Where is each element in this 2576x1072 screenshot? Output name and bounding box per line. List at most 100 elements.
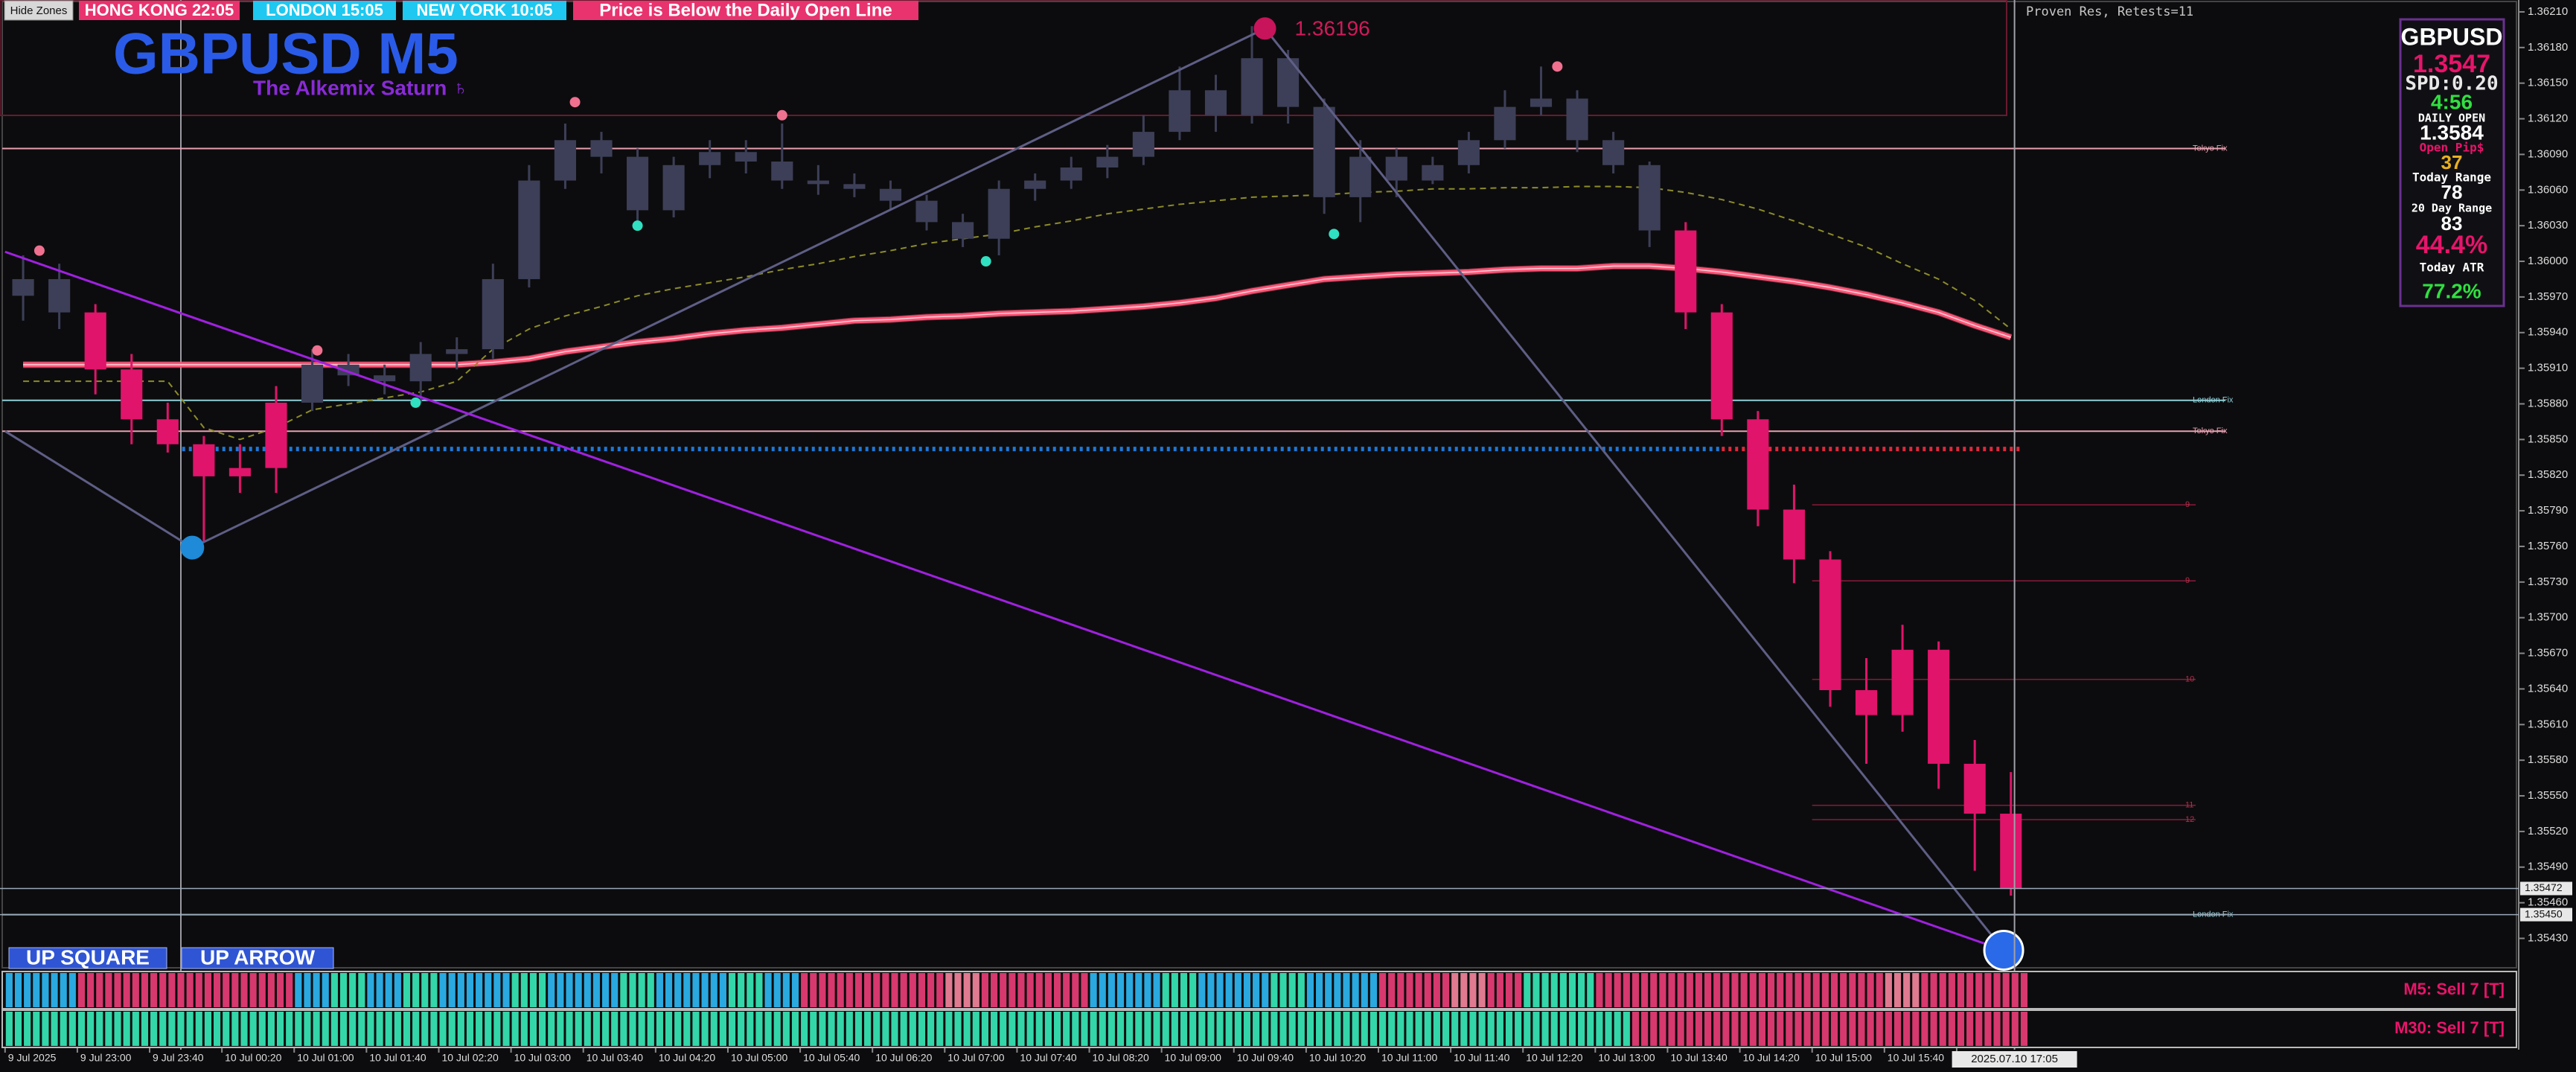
strip-bar bbox=[548, 973, 555, 1007]
hide-zones-label[interactable]: Hide Zones bbox=[10, 4, 68, 17]
button-label[interactable]: UP SQUARE bbox=[26, 945, 150, 969]
strip-bar bbox=[1541, 973, 1549, 1007]
strip-bar bbox=[114, 1012, 121, 1046]
strip-bar bbox=[123, 973, 130, 1007]
strip-bar bbox=[1659, 973, 1666, 1007]
y-tick-label: 1.35970 bbox=[2528, 290, 2568, 303]
signal-dot bbox=[1552, 61, 1563, 72]
strip-bar bbox=[1189, 1012, 1197, 1046]
strip-bar bbox=[882, 1012, 889, 1046]
fib-label: 12 bbox=[2185, 815, 2194, 824]
strip-bar bbox=[1939, 973, 1946, 1007]
candle-body bbox=[590, 140, 613, 157]
strip-bar bbox=[1966, 973, 1974, 1007]
strip-bar bbox=[954, 1012, 962, 1046]
strip-bar bbox=[1858, 973, 1865, 1007]
strip-bar bbox=[186, 973, 194, 1007]
strip-bar bbox=[620, 973, 627, 1007]
x-tick-label: 10 Jul 13:40 bbox=[1670, 1052, 1727, 1064]
strip-bar bbox=[132, 973, 139, 1007]
strip-bar bbox=[1352, 973, 1359, 1007]
strip-bar bbox=[1279, 973, 1287, 1007]
strip-bar bbox=[51, 973, 58, 1007]
strip-bar bbox=[1035, 973, 1043, 1007]
strip-bar bbox=[339, 1012, 348, 1046]
strip-bar bbox=[638, 1012, 645, 1046]
strip-bar bbox=[304, 1012, 311, 1046]
strip-bar bbox=[60, 973, 67, 1007]
candle-body bbox=[1530, 98, 1553, 107]
strip-bar bbox=[1948, 1012, 1955, 1046]
strip-bar bbox=[412, 973, 420, 1007]
button-label[interactable]: UP ARROW bbox=[200, 945, 316, 969]
strip-bar bbox=[24, 1012, 31, 1046]
strip-bar bbox=[1171, 973, 1178, 1007]
strip-bar bbox=[611, 973, 619, 1007]
strip-bar bbox=[584, 1012, 591, 1046]
open-pips: 37 bbox=[2441, 151, 2463, 173]
hide-zones-button[interactable] bbox=[4, 0, 74, 21]
candle-body bbox=[409, 354, 432, 382]
strip-bar bbox=[1893, 973, 1902, 1007]
strip-bar bbox=[755, 973, 763, 1007]
strip-bar bbox=[1207, 1012, 1215, 1046]
candle-body bbox=[265, 402, 287, 468]
candle-body bbox=[518, 180, 540, 279]
strip-bar bbox=[539, 973, 546, 1007]
strip-bar bbox=[1026, 973, 1034, 1007]
strip-bar bbox=[647, 973, 654, 1007]
x-tick-label: 10 Jul 05:40 bbox=[803, 1052, 860, 1064]
strip-bar bbox=[1000, 1012, 1007, 1046]
strip-bar bbox=[2020, 1012, 2028, 1046]
strip-bar bbox=[1921, 973, 1928, 1007]
session-label: NEW YORK 10:05 bbox=[417, 1, 553, 19]
y-tick-label: 1.35580 bbox=[2528, 753, 2568, 766]
strip-bar bbox=[1343, 1012, 1350, 1046]
strip-bar bbox=[403, 973, 411, 1007]
candle-body bbox=[1385, 156, 1407, 181]
timer: 4:56 bbox=[2431, 90, 2473, 113]
x-tick-label: 10 Jul 07:40 bbox=[1020, 1052, 1076, 1064]
strip-bar bbox=[1216, 973, 1224, 1007]
strip-bar bbox=[1786, 1012, 1793, 1046]
strip-bar bbox=[1253, 1012, 1260, 1046]
strip-bar bbox=[1559, 973, 1567, 1007]
strip-bar bbox=[385, 1012, 392, 1046]
strip-bar bbox=[1840, 973, 1847, 1007]
strip-bar bbox=[33, 1012, 40, 1046]
fib-label: 9 bbox=[2185, 576, 2190, 585]
strip-bar bbox=[791, 973, 799, 1007]
strip-bar bbox=[584, 973, 591, 1007]
candle-body bbox=[156, 419, 179, 444]
strip-bar bbox=[1713, 973, 1721, 1007]
strip-bar bbox=[1975, 1012, 1983, 1046]
strip-bar bbox=[1948, 973, 1955, 1007]
strip-bar bbox=[5, 973, 13, 1007]
strip-bar bbox=[448, 1012, 456, 1046]
strip-bar bbox=[1253, 973, 1260, 1007]
chart-title: GBPUSD M5 bbox=[113, 21, 458, 86]
strip-bar bbox=[168, 973, 176, 1007]
x-tick-label: 10 Jul 11:00 bbox=[1381, 1052, 1437, 1064]
strip-bar bbox=[485, 973, 492, 1007]
strip-bar bbox=[430, 973, 438, 1007]
strip-bar bbox=[1921, 1012, 1928, 1046]
strip-bar bbox=[557, 973, 564, 1007]
strip-bar bbox=[575, 1012, 582, 1046]
strip-bar bbox=[367, 973, 374, 1007]
level-label: Tokyo Fix bbox=[2193, 427, 2228, 436]
strip-bar bbox=[566, 973, 573, 1007]
strip-bar bbox=[493, 973, 501, 1007]
x-tick-label: 10 Jul 14:20 bbox=[1743, 1052, 1800, 1064]
up-arrow-button[interactable] bbox=[181, 947, 334, 969]
strip-bar bbox=[231, 973, 239, 1007]
candle-body bbox=[301, 364, 324, 403]
strip-bar bbox=[394, 1012, 401, 1046]
strip-bar bbox=[1099, 973, 1106, 1007]
strip-bar bbox=[1559, 1012, 1567, 1046]
price-label: 1.35472 bbox=[2525, 881, 2563, 893]
up-square-button[interactable] bbox=[8, 947, 167, 969]
strip-bar bbox=[1731, 973, 1739, 1007]
strip-bar bbox=[719, 1012, 726, 1046]
